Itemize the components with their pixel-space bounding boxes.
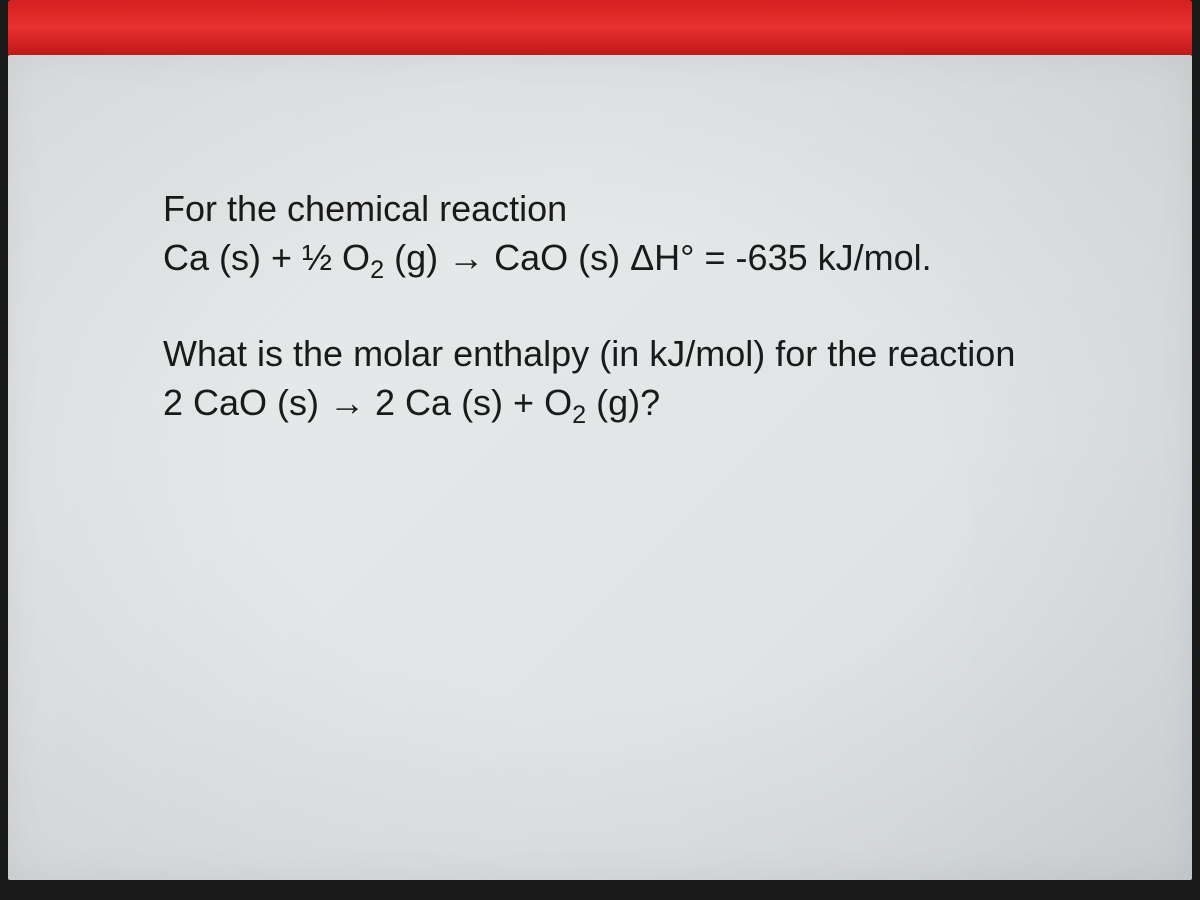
question-content: For the chemical reaction Ca (s) + ½ O2 … (163, 185, 1132, 427)
screen-vignette (8, 55, 1192, 880)
paragraph-1: For the chemical reaction Ca (s) + ½ O2 … (163, 185, 1132, 282)
para1-line1: For the chemical reaction (163, 185, 1132, 234)
paragraph-2: What is the molar enthalpy (in kJ/mol) f… (163, 330, 1132, 427)
screen-area: For the chemical reaction Ca (s) + ½ O2 … (8, 55, 1192, 880)
screen-moire-artifact (972, 460, 1192, 880)
para1-line2: Ca (s) + ½ O2 (g) → CaO (s) ΔH° = -635 k… (163, 234, 1132, 283)
para2-line1: What is the molar enthalpy (in kJ/mol) f… (163, 330, 1132, 379)
outer-frame: For the chemical reaction Ca (s) + ½ O2 … (0, 0, 1200, 900)
para2-line2: 2 CaO (s) → 2 Ca (s) + O2 (g)? (163, 379, 1132, 428)
window-titlebar (8, 0, 1192, 55)
